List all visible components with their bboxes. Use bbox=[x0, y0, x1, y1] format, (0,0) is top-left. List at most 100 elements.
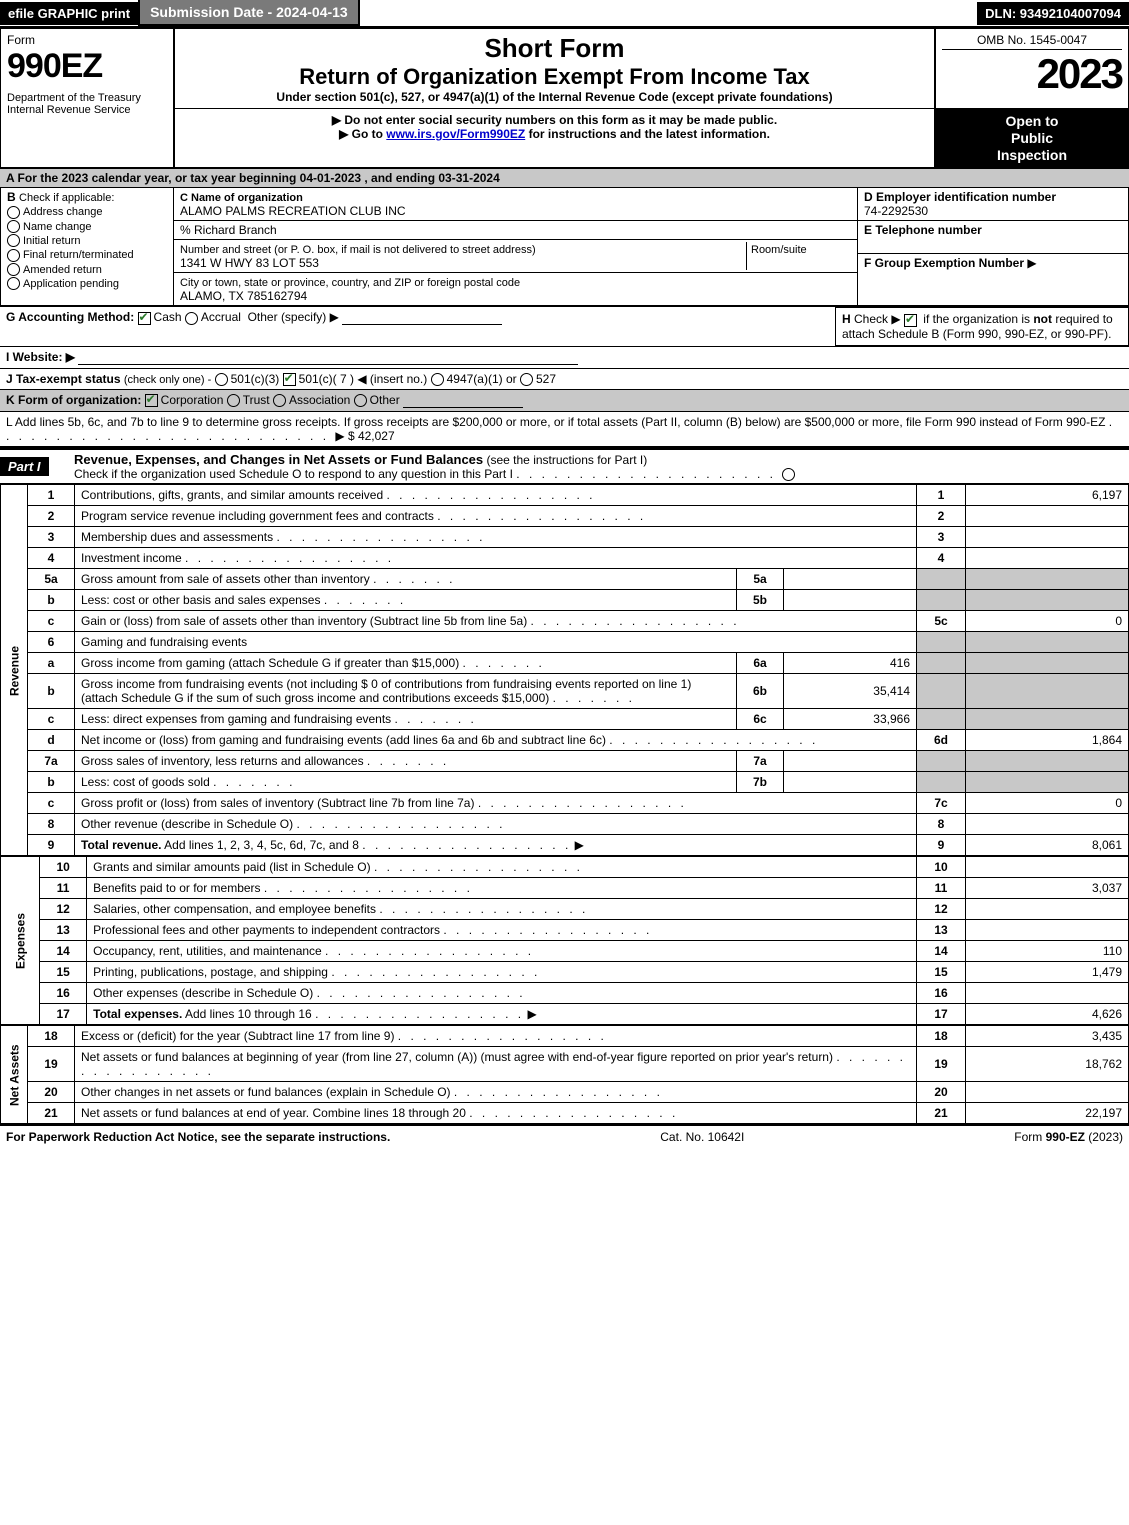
street-label: Number and street (or P. O. box, if mail… bbox=[180, 244, 536, 256]
cash-checkbox[interactable] bbox=[138, 312, 151, 325]
box-num-grey bbox=[917, 569, 966, 590]
line-desc: Contributions, gifts, grants, and simila… bbox=[75, 485, 917, 506]
b-item-label: Address change bbox=[23, 206, 103, 218]
line-number: b bbox=[28, 590, 75, 611]
line-amount: 0 bbox=[966, 611, 1129, 632]
line-desc: Investment income . . . . . . . . . . . … bbox=[75, 548, 917, 569]
box-num: 2 bbox=[917, 506, 966, 527]
line-number: 21 bbox=[28, 1103, 75, 1124]
b-item-label: Name change bbox=[23, 221, 92, 233]
city-label: City or town, state or province, country… bbox=[180, 277, 520, 289]
j-501c-checkbox[interactable] bbox=[283, 373, 296, 386]
box-num: 11 bbox=[917, 878, 966, 899]
box-num-grey bbox=[917, 751, 966, 772]
part-1-title: Revenue, Expenses, and Changes in Net As… bbox=[74, 452, 483, 467]
box-num-grey bbox=[917, 709, 966, 730]
section-a-tax-year: A For the 2023 calendar year, or tax yea… bbox=[0, 168, 1129, 187]
line-amount: 6,197 bbox=[966, 485, 1129, 506]
k-assoc-radio[interactable] bbox=[273, 394, 286, 407]
line-row: cLess: direct expenses from gaming and f… bbox=[1, 709, 1129, 730]
irs-link[interactable]: www.irs.gov/Form990EZ bbox=[386, 127, 525, 141]
care-of: % Richard Branch bbox=[180, 223, 277, 237]
line-row: 13Professional fees and other payments t… bbox=[1, 920, 1129, 941]
line-number: b bbox=[28, 772, 75, 793]
inline-amount bbox=[784, 569, 917, 590]
h-checkbox[interactable] bbox=[904, 314, 917, 327]
j-tax-exempt: J Tax-exempt status (check only one) - 5… bbox=[0, 368, 1129, 389]
line-desc: Excess or (deficit) for the year (Subtra… bbox=[75, 1026, 917, 1047]
inline-amount bbox=[784, 590, 917, 611]
line-number: 12 bbox=[40, 899, 87, 920]
inline-amount bbox=[784, 751, 917, 772]
accrual-radio[interactable] bbox=[185, 312, 198, 325]
org-name: ALAMO PALMS RECREATION CLUB INC bbox=[180, 204, 406, 218]
ein-value: 74-2292530 bbox=[864, 204, 928, 218]
box-num: 8 bbox=[917, 814, 966, 835]
b-item-radio[interactable] bbox=[7, 249, 20, 262]
line-row: 4Investment income . . . . . . . . . . .… bbox=[1, 548, 1129, 569]
line-desc: Gaming and fundraising events bbox=[75, 632, 917, 653]
top-bar: efile GRAPHIC print Submission Date - 20… bbox=[0, 0, 1129, 28]
box-num: 9 bbox=[917, 835, 966, 856]
line-amount bbox=[966, 920, 1129, 941]
line-row: Expenses10Grants and similar amounts pai… bbox=[1, 857, 1129, 878]
b-item-radio[interactable] bbox=[7, 277, 20, 290]
footer-cat: Cat. No. 10642I bbox=[660, 1130, 744, 1144]
box-num: 18 bbox=[917, 1026, 966, 1047]
j-4947-radio[interactable] bbox=[431, 373, 444, 386]
k-corp-checkbox[interactable] bbox=[145, 394, 158, 407]
line-number: c bbox=[28, 709, 75, 730]
efile-print-button[interactable]: efile GRAPHIC print bbox=[0, 2, 138, 25]
line-amount bbox=[966, 983, 1129, 1004]
line-desc: Gross sales of inventory, less returns a… bbox=[75, 751, 737, 772]
j-501c3-radio[interactable] bbox=[215, 373, 228, 386]
b-item-radio[interactable] bbox=[7, 234, 20, 247]
line-row: bLess: cost or other basis and sales exp… bbox=[1, 590, 1129, 611]
line-amount: 3,435 bbox=[966, 1026, 1129, 1047]
inline-box-num: 5a bbox=[737, 569, 784, 590]
line-row: 6Gaming and fundraising events bbox=[1, 632, 1129, 653]
box-num: 3 bbox=[917, 527, 966, 548]
line-row: cGain or (loss) from sale of assets othe… bbox=[1, 611, 1129, 632]
line-desc: Other revenue (describe in Schedule O) .… bbox=[75, 814, 917, 835]
open-to-public: Open to Public Inspection bbox=[936, 109, 1128, 167]
line-amount: 1,864 bbox=[966, 730, 1129, 751]
j-527-radio[interactable] bbox=[520, 373, 533, 386]
line-row: 15Printing, publications, postage, and s… bbox=[1, 962, 1129, 983]
page-footer: For Paperwork Reduction Act Notice, see … bbox=[0, 1124, 1129, 1148]
line-desc: Program service revenue including govern… bbox=[75, 506, 917, 527]
inline-box-num: 6a bbox=[737, 653, 784, 674]
line-row: bGross income from fundraising events (n… bbox=[1, 674, 1129, 709]
line-number: 2 bbox=[28, 506, 75, 527]
box-num: 7c bbox=[917, 793, 966, 814]
instruction-link: ▶ Go to www.irs.gov/Form990EZ for instru… bbox=[181, 127, 928, 141]
k-other-radio[interactable] bbox=[354, 394, 367, 407]
line-amount: 3,037 bbox=[966, 878, 1129, 899]
line-number: 10 bbox=[40, 857, 87, 878]
amount-grey bbox=[966, 772, 1129, 793]
submission-date: Submission Date - 2024-04-13 bbox=[138, 0, 360, 26]
line-desc: Occupancy, rent, utilities, and maintena… bbox=[87, 941, 917, 962]
dln-label: DLN: 93492104007094 bbox=[977, 2, 1129, 25]
inline-amount: 35,414 bbox=[784, 674, 917, 709]
i-website: I Website: ▶ bbox=[0, 346, 1129, 368]
l-amount: $ 42,027 bbox=[348, 429, 395, 443]
line-number: 5a bbox=[28, 569, 75, 590]
instr2-post: for instructions and the latest informat… bbox=[525, 127, 770, 141]
box-num: 16 bbox=[917, 983, 966, 1004]
b-item-radio[interactable] bbox=[7, 263, 20, 276]
part-1-check[interactable] bbox=[782, 468, 795, 481]
k-trust-radio[interactable] bbox=[227, 394, 240, 407]
footer-right: Form 990-EZ (2023) bbox=[1014, 1130, 1123, 1144]
line-desc: Gross profit or (loss) from sales of inv… bbox=[75, 793, 917, 814]
line-desc: Gross amount from sale of assets other t… bbox=[75, 569, 737, 590]
b-item-radio[interactable] bbox=[7, 206, 20, 219]
b-item-label: Initial return bbox=[23, 235, 80, 247]
line-number: a bbox=[28, 653, 75, 674]
b-item-radio[interactable] bbox=[7, 220, 20, 233]
side-label: Net Assets bbox=[1, 1026, 28, 1124]
line-amount: 1,479 bbox=[966, 962, 1129, 983]
line-amount bbox=[966, 814, 1129, 835]
line-number: 17 bbox=[40, 1004, 87, 1025]
netassets-table: Net Assets 18Excess or (deficit) for the … bbox=[0, 1025, 1129, 1124]
